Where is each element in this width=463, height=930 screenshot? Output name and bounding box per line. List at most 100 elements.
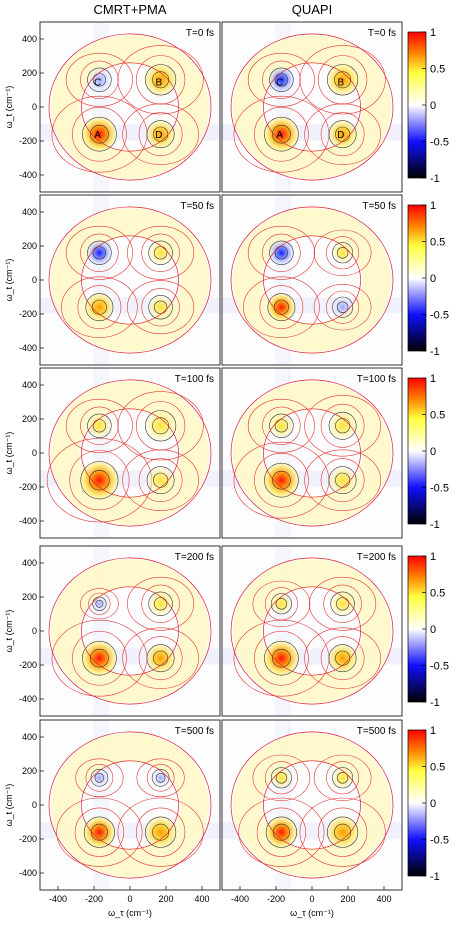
panel-r3-c0 — [40, 546, 220, 716]
contour-line — [318, 55, 368, 105]
contour-line — [320, 112, 365, 157]
y-tick-label: 400 — [22, 207, 37, 217]
y-tick-label: 200 — [22, 592, 37, 602]
panel-r1-c0 — [40, 195, 220, 365]
contour-line — [269, 240, 294, 266]
peak-blob — [326, 464, 359, 497]
contour-line — [332, 242, 354, 264]
colorbar-tick-label: 1 — [430, 725, 436, 737]
contour-line — [320, 636, 365, 681]
contour-line — [141, 233, 180, 273]
contour-line — [80, 233, 119, 273]
y-tick-label: 400 — [22, 380, 37, 390]
contour-line — [127, 280, 195, 335]
contour-line — [48, 379, 212, 527]
time-label: T=50 fs — [180, 201, 214, 212]
y-tick-label: 200 — [22, 241, 37, 251]
peak-blob — [328, 589, 357, 618]
peak-blob — [85, 238, 114, 267]
y-tick-label: -400 — [19, 694, 37, 704]
contour-line — [77, 285, 122, 330]
contour-line — [85, 293, 114, 322]
y-tick-label: -200 — [19, 482, 37, 492]
contour-line — [148, 295, 173, 320]
contour-line — [252, 580, 311, 627]
contour-line — [274, 419, 289, 433]
contour-line — [304, 395, 381, 457]
peak-blob — [79, 114, 120, 155]
contour-line — [48, 33, 212, 181]
contour-line — [274, 246, 289, 260]
colorbar-tick-label: 0 — [430, 798, 436, 810]
contour-line — [95, 599, 104, 608]
contour-line — [263, 586, 361, 676]
y-axis-label: ω_t (cm⁻¹) — [4, 432, 14, 475]
contour-line — [141, 584, 180, 623]
peak-blob — [77, 458, 122, 503]
peak-blob — [91, 595, 108, 612]
contour-line — [155, 772, 166, 783]
colorbar-tick-label: 0.5 — [430, 237, 445, 249]
colorbar-tick-label: 0.5 — [430, 762, 445, 774]
y-tick-label: 400 — [22, 34, 37, 44]
peak-blob — [85, 411, 114, 440]
contour-line — [80, 588, 119, 620]
contour-line — [138, 636, 183, 681]
contour-line — [122, 627, 199, 689]
contour-line — [332, 767, 354, 789]
contour-line — [247, 225, 315, 280]
contour-line — [151, 768, 170, 787]
contour-line — [48, 731, 212, 879]
peak-blob — [265, 291, 298, 324]
peak-blob — [142, 814, 179, 851]
peak-blob — [144, 642, 177, 675]
contour-line — [264, 462, 299, 498]
contour-line — [256, 807, 307, 857]
peak-blob — [330, 240, 355, 265]
contour-line — [326, 761, 360, 795]
y-tick-label: 200 — [22, 766, 37, 776]
contour-line — [122, 103, 199, 165]
contour-line — [85, 763, 114, 792]
peak-blob — [85, 65, 114, 94]
peak-blob — [144, 118, 177, 151]
time-label: T=0 fs — [186, 28, 214, 39]
peak-label-a: A — [276, 130, 283, 141]
contour-line — [146, 120, 175, 149]
colorbar-tick-label: 0 — [430, 624, 436, 636]
colorbar-tick-label: 0 — [430, 273, 436, 285]
contour-line — [148, 591, 173, 616]
contour-line — [154, 300, 168, 314]
x-tick-label: 200 — [340, 894, 355, 904]
peak-blob — [267, 65, 296, 94]
panel-r0-c0 — [40, 22, 220, 192]
contour-line — [117, 45, 204, 115]
colorbar-tick-label: -0.5 — [430, 661, 449, 673]
contour-line — [90, 768, 109, 787]
contour-line — [270, 767, 292, 789]
time-label: T=0 fs — [368, 28, 396, 39]
time-label: T=100 fs — [357, 374, 396, 385]
peak-blob — [150, 767, 171, 788]
contour-line — [304, 627, 381, 689]
contour-line — [254, 452, 309, 508]
contour-line — [330, 591, 355, 616]
x-tick-label: 200 — [158, 894, 173, 904]
contour-line — [154, 246, 168, 260]
peak-blob — [324, 814, 361, 851]
contour-line — [336, 301, 349, 313]
y-axis-label: ω_t (cm⁻¹) — [4, 86, 14, 129]
contour-line — [238, 797, 325, 867]
contour-line — [323, 584, 362, 623]
peak-blob — [81, 814, 118, 851]
y-tick-label: 0 — [32, 448, 37, 458]
contour-line — [263, 408, 361, 498]
contour-line — [270, 593, 292, 615]
peak-blob — [269, 765, 294, 790]
contour-line — [265, 816, 298, 848]
contour-line — [117, 797, 204, 867]
contour-line — [136, 807, 186, 857]
contour-line — [269, 67, 294, 93]
contour-line — [56, 797, 143, 867]
contour-line — [263, 62, 361, 152]
